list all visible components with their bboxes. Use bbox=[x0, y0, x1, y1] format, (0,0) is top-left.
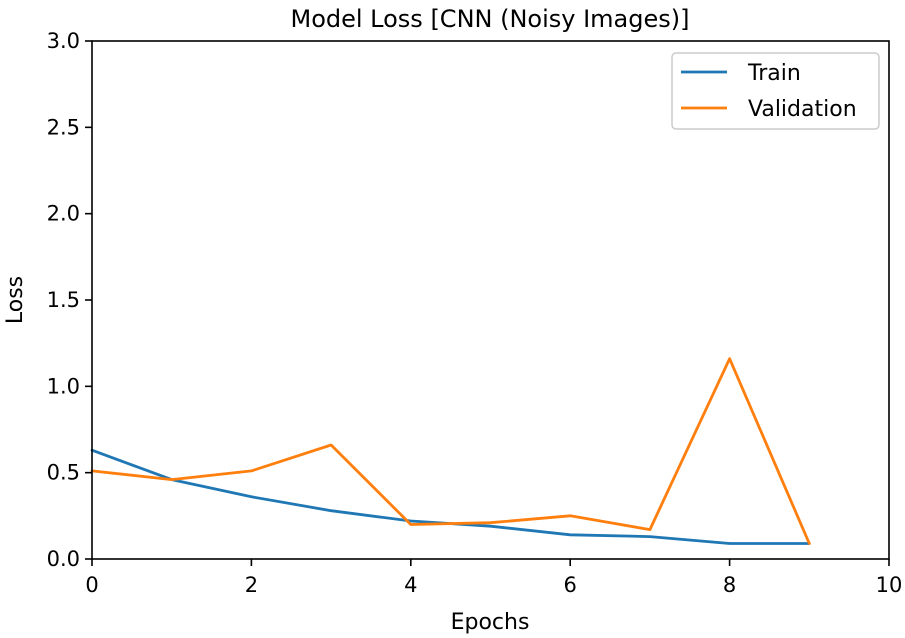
data-point-validation bbox=[648, 528, 652, 531]
data-point-train bbox=[569, 533, 572, 537]
data-point-validation bbox=[409, 523, 412, 526]
x-axis-title: Epochs bbox=[451, 610, 530, 635]
y-axis-title: Loss bbox=[3, 276, 28, 324]
ticks-layer: 0 2 4 6 8 10 0.0 0.5 1.0 1.5 2.0 2.5 3.0 bbox=[47, 29, 903, 597]
legend-label-train: Train bbox=[747, 61, 801, 86]
data-point-validation bbox=[489, 521, 492, 524]
y-tick-label: 0.5 bbox=[47, 461, 80, 485]
data-point-validation bbox=[728, 357, 731, 360]
series-line-validation bbox=[90, 357, 811, 545]
data-point-train bbox=[489, 524, 492, 528]
data-point-validation bbox=[250, 469, 253, 473]
data-point-validation bbox=[329, 443, 333, 447]
data-point-train bbox=[250, 495, 253, 499]
y-tick-label: 3.0 bbox=[47, 29, 80, 53]
series-layer bbox=[90, 357, 811, 545]
x-tick-label: 2 bbox=[245, 573, 258, 597]
chart-title: Model Loss [CNN (Noisy Images)] bbox=[290, 5, 689, 33]
y-tick-label: 1.5 bbox=[47, 288, 80, 312]
series-line-train bbox=[90, 448, 811, 545]
data-point-validation bbox=[170, 478, 173, 481]
data-point-validation bbox=[808, 542, 811, 545]
y-tick-label: 2.0 bbox=[47, 202, 80, 226]
data-point-train bbox=[648, 535, 652, 538]
data-point-train bbox=[329, 509, 333, 512]
y-tick-label: 0.0 bbox=[47, 547, 80, 571]
data-point-train bbox=[728, 542, 731, 545]
x-tick-label: 0 bbox=[85, 573, 98, 597]
x-tick-label: 8 bbox=[723, 573, 736, 597]
legend-label-validation: Validation bbox=[748, 97, 857, 122]
data-point-train bbox=[409, 519, 412, 523]
x-tick-label: 10 bbox=[876, 573, 903, 597]
data-point-validation bbox=[569, 514, 572, 518]
y-tick-label: 1.0 bbox=[47, 374, 80, 398]
x-tick-label: 4 bbox=[404, 573, 417, 597]
y-tick-label: 2.5 bbox=[47, 115, 80, 139]
x-tick-label: 6 bbox=[564, 573, 577, 597]
legend: Train Validation bbox=[671, 52, 880, 130]
